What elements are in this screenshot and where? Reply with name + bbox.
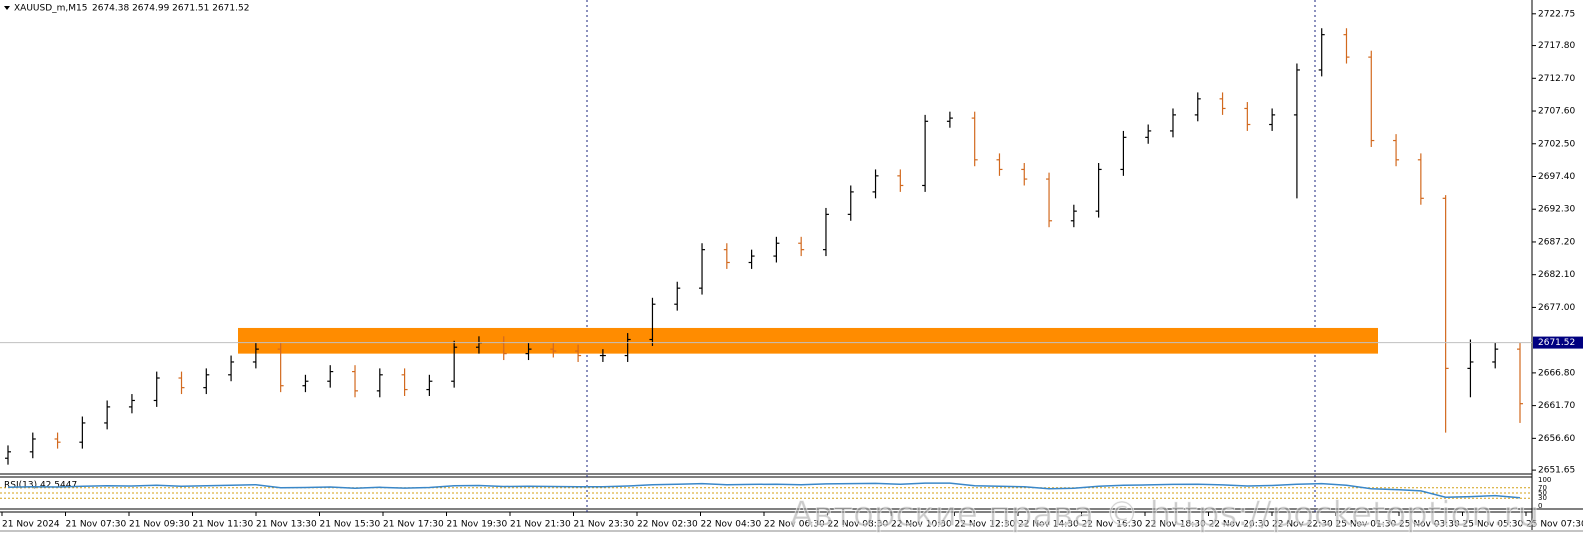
y-tick-label: 2722.75 bbox=[1538, 9, 1575, 19]
y-tick-label: 2702.50 bbox=[1538, 139, 1575, 149]
x-tick-label: 22 Nov 06:30 bbox=[764, 520, 825, 530]
y-tick-label: 2656.60 bbox=[1538, 434, 1575, 444]
x-tick-label: 21 Nov 21:30 bbox=[510, 520, 571, 530]
rsi-line bbox=[7, 482, 1521, 499]
x-tick-label: 21 Nov 09:30 bbox=[129, 520, 190, 530]
rsi-title: RSI(13) 42.5447 bbox=[4, 481, 77, 491]
x-tick-label: 25 Nov 01:30 bbox=[1336, 520, 1397, 530]
x-tick-label: 21 Nov 23:30 bbox=[574, 520, 635, 530]
menu-triangle[interactable] bbox=[4, 6, 10, 10]
rsi-tick-label: 70 bbox=[1538, 484, 1547, 492]
y-tick-label: 2707.60 bbox=[1538, 107, 1575, 117]
rsi-tick-label: 0 bbox=[1538, 502, 1542, 510]
y-tick-label: 2682.10 bbox=[1538, 270, 1575, 280]
x-tick-label: 21 Nov 13:30 bbox=[256, 520, 317, 530]
last-price-tag bbox=[1533, 336, 1583, 349]
y-tick-label: 2697.40 bbox=[1538, 172, 1575, 182]
ohlc-readout: 2674.38 2674.99 2671.51 2671.52 bbox=[92, 4, 249, 14]
symbol-title: XAUUSD_m,M15 bbox=[14, 4, 88, 14]
x-tick-label: 22 Nov 10:30 bbox=[891, 520, 952, 530]
x-tick-label: 25 Nov 07:30 bbox=[1526, 520, 1583, 530]
x-tick-label: 21 Nov 11:30 bbox=[193, 520, 254, 530]
x-tick-label: 22 Nov 18:30 bbox=[1145, 520, 1206, 530]
y-tick-label: 2666.80 bbox=[1538, 368, 1575, 378]
last-price-label: 2671.52 bbox=[1538, 338, 1575, 348]
x-tick-label: 22 Nov 20:30 bbox=[1209, 520, 1270, 530]
y-tick-label: 2717.80 bbox=[1538, 41, 1575, 51]
x-tick-label: 22 Nov 16:30 bbox=[1082, 520, 1143, 530]
x-tick-label: 22 Nov 12:30 bbox=[955, 520, 1016, 530]
x-tick-label: 21 Nov 17:30 bbox=[383, 520, 444, 530]
x-tick-label: 22 Nov 14:30 bbox=[1018, 520, 1079, 530]
x-tick-label: 22 Nov 22:30 bbox=[1272, 520, 1333, 530]
x-tick-label: 22 Nov 08:30 bbox=[828, 520, 889, 530]
x-tick-label: 21 Nov 2024 bbox=[2, 520, 60, 530]
x-tick-label: 21 Nov 07:30 bbox=[66, 520, 127, 530]
y-tick-label: 2651.65 bbox=[1538, 466, 1575, 476]
watermark: Авторские права © https://pocketoption.r… bbox=[790, 495, 1539, 535]
y-tick-label: 2661.70 bbox=[1538, 401, 1575, 411]
y-tick-label: 2687.20 bbox=[1538, 237, 1575, 247]
x-tick-label: 22 Nov 04:30 bbox=[701, 520, 762, 530]
x-tick-label: 21 Nov 19:30 bbox=[447, 520, 508, 530]
rsi-tick-label: 100 bbox=[1538, 476, 1551, 484]
x-tick-label: 21 Nov 15:30 bbox=[320, 520, 381, 530]
y-tick-label: 2677.00 bbox=[1538, 303, 1575, 313]
x-tick-label: 25 Nov 05:30 bbox=[1463, 520, 1524, 530]
rsi-tick-label: 50 bbox=[1538, 489, 1547, 497]
x-tick-label: 22 Nov 02:30 bbox=[637, 520, 698, 530]
price-zone bbox=[238, 327, 1378, 354]
y-tick-label: 2692.30 bbox=[1538, 205, 1575, 215]
rsi-tick-label: 30 bbox=[1538, 494, 1547, 502]
x-tick-label: 25 Nov 03:30 bbox=[1399, 520, 1460, 530]
y-tick-label: 2712.70 bbox=[1538, 74, 1575, 84]
